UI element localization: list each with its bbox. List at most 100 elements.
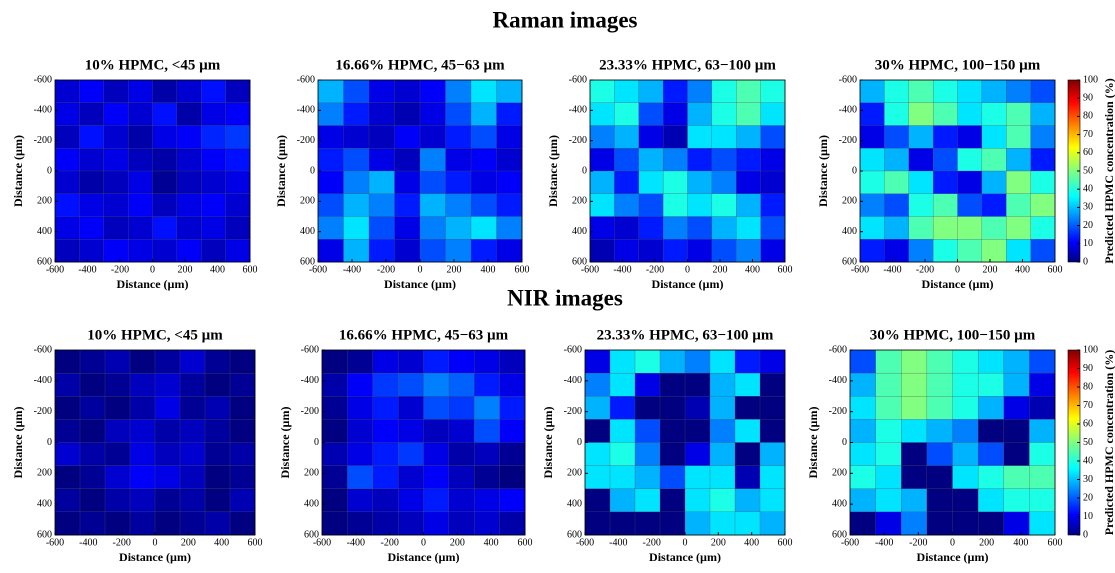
heatmap-cell <box>344 103 370 126</box>
heatmap-cell <box>128 239 153 262</box>
heatmap-cell <box>79 103 104 126</box>
colorbar-tick-label: 20 <box>1083 492 1093 503</box>
heatmap-cell <box>933 148 958 171</box>
heatmap-cell <box>153 217 178 240</box>
heatmap-cell <box>79 148 104 171</box>
heatmap-cell <box>105 373 130 396</box>
heatmap-cell <box>1029 466 1055 489</box>
heatmap-cell <box>958 103 983 126</box>
heatmap-cell <box>369 171 395 194</box>
heatmap-cell <box>497 103 523 126</box>
heatmap-cell <box>497 126 523 149</box>
heatmap-cell <box>639 148 664 171</box>
heatmap-cell <box>736 171 761 194</box>
heatmap-cell <box>226 148 251 171</box>
colorbar-tick-label: 60 <box>1083 147 1093 158</box>
heatmap-cell <box>55 217 80 240</box>
x-tick-label: -200 <box>377 264 395 275</box>
heatmap-cell <box>449 489 475 512</box>
heatmap-cell <box>712 148 737 171</box>
heatmap-cell <box>958 148 983 171</box>
heatmap-cell <box>978 396 1004 419</box>
heatmap-cell <box>128 171 153 194</box>
y-tick-label: -200 <box>569 135 587 146</box>
heatmap-cell <box>663 217 688 240</box>
x-tick-label: 600 <box>248 537 263 548</box>
heatmap-cell <box>978 466 1004 489</box>
heatmap-cell <box>395 148 421 171</box>
heatmap-cell <box>982 126 1007 149</box>
y-tick-label: 0 <box>842 437 847 448</box>
colorbar-label: Predicted HPMC concentration (%) <box>1102 78 1115 263</box>
heatmap-cell <box>322 512 348 535</box>
heatmap-cell <box>909 239 934 262</box>
heatmap-cell <box>590 126 615 149</box>
y-tick-label: 200 <box>300 196 315 207</box>
heatmap-cell <box>155 443 180 466</box>
heatmap-cell <box>884 217 909 240</box>
x-tick-label: -400 <box>79 537 97 548</box>
heatmap-cell <box>369 217 395 240</box>
heatmap-cell <box>79 126 104 149</box>
heatmap-cell <box>927 373 953 396</box>
heatmap-cell <box>446 148 472 171</box>
heatmap-cell <box>201 194 226 217</box>
y-axis-label: Distance (µm) <box>11 135 25 207</box>
heatmap-cell <box>347 512 373 535</box>
heatmap-cell <box>761 103 786 126</box>
heatmap-cell <box>424 512 450 535</box>
heatmap-cell <box>55 126 80 149</box>
heatmap-cell <box>901 489 927 512</box>
heatmap-cell <box>177 217 202 240</box>
heatmap-cell <box>398 419 424 442</box>
heatmap-cell <box>660 489 685 512</box>
heatmap-cell <box>55 239 80 262</box>
heatmap-cell <box>446 239 472 262</box>
heatmap-cell <box>155 373 180 396</box>
heatmap-cell <box>201 103 226 126</box>
heatmap-cell <box>420 239 446 262</box>
heatmap-cell <box>850 512 876 535</box>
y-tick-label: 400 <box>37 498 52 509</box>
heatmap-cell <box>927 466 953 489</box>
heatmap-cell <box>635 396 660 419</box>
heatmap-cell <box>446 80 472 103</box>
y-axis-label: Distance (µm) <box>541 407 555 479</box>
heatmap-cell <box>736 126 761 149</box>
heatmap-cell <box>850 443 876 466</box>
panel-title: 23.33% HPMC, 63−100 µm <box>599 57 776 73</box>
heatmap-cell <box>318 239 344 262</box>
heatmap-cell <box>860 239 885 262</box>
x-tick-label: 0 <box>683 537 688 548</box>
heatmap-cell <box>876 396 902 419</box>
heatmap-cell <box>449 396 475 419</box>
heatmap-cell <box>180 419 205 442</box>
heatmap-cell <box>177 171 202 194</box>
x-tick-label: -200 <box>909 537 927 548</box>
heatmap-cell <box>153 148 178 171</box>
heatmap-cell <box>978 512 1004 535</box>
heatmap-cell <box>180 373 205 396</box>
heatmap-cell <box>710 489 735 512</box>
heatmap-cell <box>104 148 129 171</box>
x-tick-label: 200 <box>181 537 196 548</box>
y-tick-label: 200 <box>832 468 847 479</box>
heatmap-cell <box>344 194 370 217</box>
x-axis-label: Distance (µm) <box>652 277 724 291</box>
heatmap-cell <box>635 373 660 396</box>
heatmap-cell <box>663 171 688 194</box>
heatmap-cell <box>104 171 129 194</box>
x-tick-label: 400 <box>744 537 759 548</box>
heatmap-cell <box>736 194 761 217</box>
x-tick-label: 400 <box>481 264 496 275</box>
x-tick-label: 0 <box>950 537 955 548</box>
heatmap-cell <box>876 443 902 466</box>
panel-title: 16.66% HPMC, 45−63 µm <box>335 57 505 73</box>
heatmap-cell <box>953 443 979 466</box>
heatmap-cell <box>471 103 497 126</box>
heatmap-cell <box>614 103 639 126</box>
y-tick-label: -600 <box>34 74 52 85</box>
heatmap-cell <box>395 217 421 240</box>
heatmap-cell <box>933 171 958 194</box>
heatmap-cell <box>424 350 450 373</box>
